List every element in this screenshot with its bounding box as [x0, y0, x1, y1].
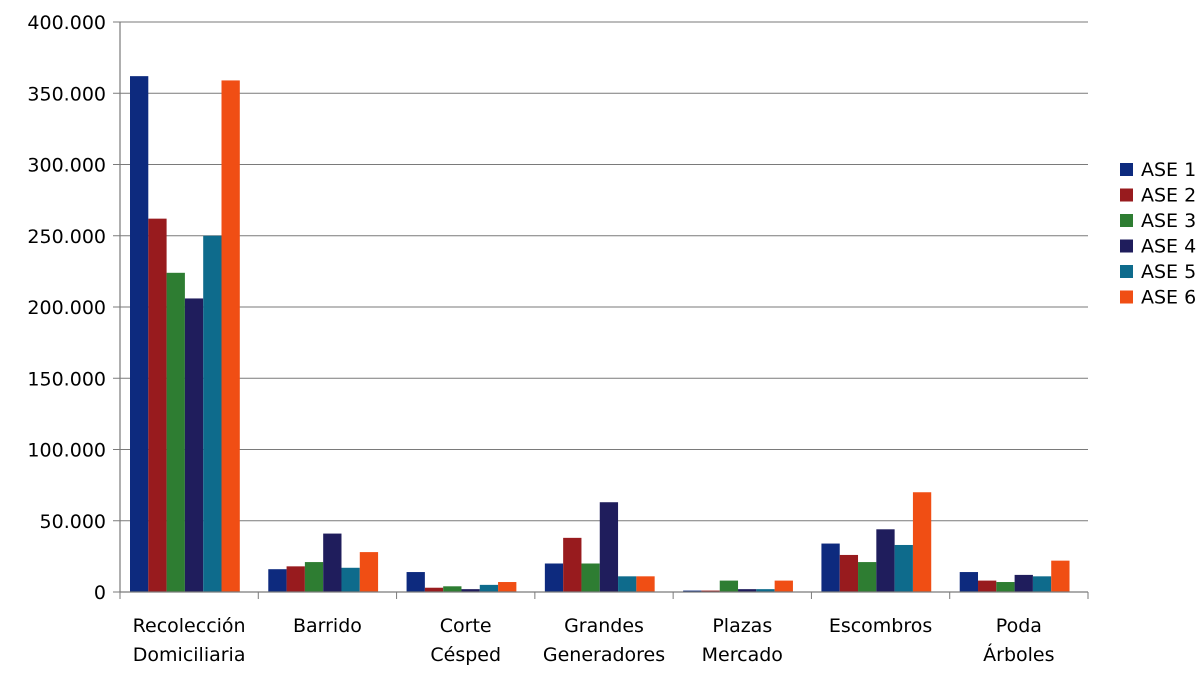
bar-ase-4	[738, 589, 757, 592]
x-tick-label: Recolección Domiciliaria	[133, 615, 246, 666]
legend-swatch	[1120, 214, 1133, 227]
bar-ase-3	[443, 586, 462, 592]
bar-ase-4	[184, 298, 204, 592]
legend-swatch	[1120, 239, 1133, 253]
x-tick-label: Plazas Mercado	[702, 615, 783, 666]
y-tick-label: 0	[94, 582, 106, 604]
bar-ase-6	[221, 80, 240, 593]
legend-label: ASE 6	[1141, 287, 1196, 309]
bar-ase-5	[341, 567, 360, 592]
legend-label: ASE 4	[1141, 236, 1196, 258]
bar-ase-5	[479, 584, 499, 592]
y-tick-label: 300.000	[27, 155, 106, 177]
bar-ase-4	[323, 533, 342, 592]
bar-ase-2	[701, 590, 720, 592]
legend-label: ASE 3	[1141, 210, 1196, 232]
legend-swatch	[1120, 188, 1133, 202]
bar-ase-5	[894, 544, 913, 592]
bar-ase-2	[839, 554, 859, 592]
bar-ase-6	[636, 576, 655, 592]
bar-ase-3	[581, 563, 600, 592]
legend-swatch	[1120, 163, 1133, 176]
x-tick-label: Barrido	[293, 615, 362, 637]
legend-label: ASE 2	[1141, 185, 1196, 207]
legend-swatch	[1120, 290, 1133, 304]
bar-ase-1	[683, 590, 702, 592]
x-tick-label: Poda Árboles	[983, 615, 1054, 666]
bar-ase-6	[1051, 560, 1070, 592]
x-tick-label: Corte Césped	[430, 615, 501, 666]
bar-ase-5	[203, 235, 222, 592]
bar-ase-3	[996, 582, 1015, 592]
bar-ase-1	[130, 76, 149, 592]
legend-label: ASE 5	[1141, 261, 1196, 283]
bar-ase-3	[166, 272, 185, 592]
bar-ase-4	[1014, 574, 1033, 592]
y-tick-labels: 0 50.000 100.000 150.000 200.000 250.000 300.0…	[27, 12, 106, 604]
bar-ase-1	[821, 543, 840, 592]
bar-ase-6	[359, 552, 379, 592]
legend-swatch	[1120, 265, 1133, 278]
bar-ase-1	[544, 563, 564, 592]
bar-ase-1	[268, 569, 287, 592]
x-tick-labels: Recolección Domiciliaria Barrido Corte Céspe…	[133, 615, 1055, 666]
bar-ase-5	[756, 589, 775, 592]
bar-ase-3	[304, 562, 324, 592]
bar-ase-4	[599, 502, 619, 592]
bar-ase-2	[286, 566, 305, 592]
legend-label: ASE 1	[1141, 159, 1196, 181]
y-tick-label: 250.000	[27, 226, 106, 248]
gridlines	[120, 21, 1088, 522]
x-tick-label: Grandes Generadores	[543, 615, 665, 666]
bar-ase-6	[912, 492, 932, 592]
y-tick-label: 400.000	[27, 12, 106, 34]
bar-ase-2	[978, 580, 997, 592]
bar-ase-1	[959, 572, 979, 592]
axes	[113, 21, 1089, 599]
y-tick-label: 350.000	[27, 83, 106, 105]
bar-ase-1	[406, 572, 425, 592]
bar-ase-2	[148, 218, 167, 592]
bar-ase-6	[498, 582, 517, 592]
x-tick-label: Escombros	[829, 615, 932, 637]
bar-ase-4	[876, 529, 895, 592]
bar-ase-6	[774, 580, 793, 592]
bar-ase-5	[618, 576, 637, 592]
y-tick-label: 200.000	[27, 297, 106, 319]
legend: ASE 1 ASE 2 ASE 3 ASE 4 ASE 5 ASE 6	[1120, 159, 1196, 309]
bar-ase-5	[1032, 576, 1052, 592]
bars	[130, 76, 1070, 593]
y-tick-label: 100.000	[27, 440, 106, 462]
y-tick-label: 50.000	[40, 511, 106, 533]
bar-ase-2	[563, 537, 582, 592]
bar-ase-3	[858, 562, 877, 592]
bar-ase-4	[461, 589, 480, 592]
y-tick-label: 150.000	[27, 368, 106, 390]
bar-ase-3	[719, 580, 739, 592]
bar-ase-2	[424, 587, 444, 592]
